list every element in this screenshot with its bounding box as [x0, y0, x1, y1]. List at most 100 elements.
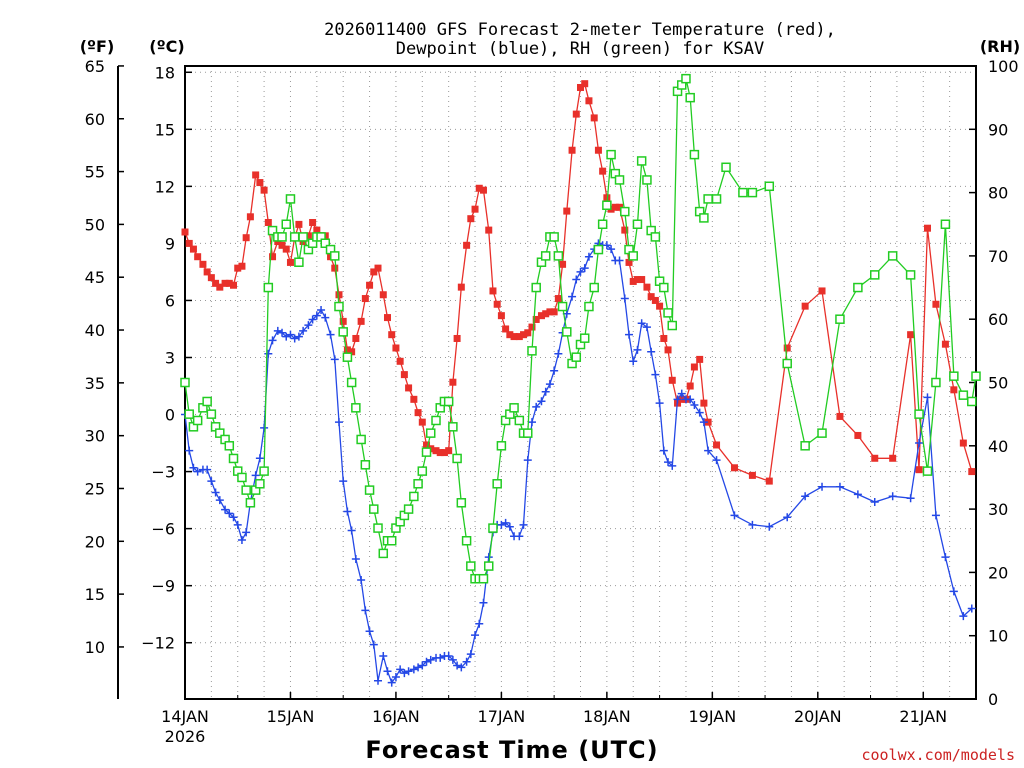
- data-point: [923, 393, 932, 402]
- data-point: [357, 575, 366, 584]
- data-point: [817, 428, 827, 438]
- data-point: [515, 333, 523, 341]
- data-point: [351, 555, 360, 564]
- celsius-tick-label: −9: [151, 577, 175, 596]
- rh-tick-label: 70: [988, 247, 1008, 266]
- data-point: [659, 446, 668, 455]
- data-point: [313, 226, 321, 234]
- data-point: [571, 352, 582, 362]
- data-point: [251, 471, 260, 480]
- data-point: [453, 661, 462, 670]
- data-point: [713, 441, 721, 449]
- data-point: [184, 409, 194, 419]
- data-point: [309, 218, 317, 226]
- data-point: [553, 251, 564, 261]
- data-point: [633, 276, 641, 284]
- data-point: [479, 598, 488, 607]
- data-point: [594, 146, 602, 154]
- data-point: [457, 283, 465, 291]
- data-point: [421, 447, 432, 457]
- data-point: [282, 332, 291, 341]
- data-point: [294, 332, 303, 341]
- data-point: [475, 184, 483, 192]
- data-point: [378, 548, 389, 559]
- data-point: [264, 349, 273, 358]
- data-point: [457, 663, 466, 672]
- rh-tick-label: 100: [988, 57, 1019, 76]
- data-point: [628, 251, 638, 261]
- data-point: [295, 220, 303, 228]
- data-point: [625, 258, 633, 266]
- celsius-tick-label: 0: [165, 406, 175, 425]
- data-point: [532, 315, 540, 323]
- data-point: [233, 520, 242, 529]
- celsius-tick-label: −6: [151, 520, 175, 539]
- x-tick-label: 17JAN: [478, 707, 526, 726]
- data-point: [304, 232, 312, 240]
- data-point: [532, 402, 541, 411]
- data-point: [686, 382, 694, 390]
- data-point: [599, 167, 607, 175]
- data-point: [417, 466, 428, 476]
- data-point: [263, 282, 274, 293]
- data-point: [299, 326, 308, 335]
- data-point: [255, 479, 265, 489]
- data-point: [606, 149, 616, 160]
- data-point: [932, 300, 940, 308]
- data-point: [546, 308, 554, 316]
- data-point: [748, 520, 757, 529]
- data-point: [550, 308, 558, 316]
- x-tick-label: 18JAN: [583, 707, 631, 726]
- data-point: [267, 225, 278, 236]
- data-point: [241, 485, 251, 495]
- data-point: [940, 219, 951, 229]
- data-point: [364, 485, 375, 495]
- data-point: [352, 334, 360, 342]
- data-point: [514, 415, 525, 426]
- data-point: [467, 215, 475, 223]
- x-tick-label: 19JAN: [688, 707, 736, 726]
- data-point: [369, 640, 378, 649]
- data-point: [800, 441, 810, 451]
- data-point: [783, 344, 791, 352]
- data-point: [764, 181, 775, 192]
- data-point: [278, 241, 286, 249]
- data-point: [289, 232, 300, 242]
- data-point: [527, 346, 537, 356]
- data-point: [242, 528, 251, 537]
- data-point: [621, 226, 629, 234]
- data-point: [479, 186, 487, 194]
- data-point: [835, 482, 844, 491]
- data-point: [386, 536, 397, 546]
- data-point: [958, 390, 969, 400]
- data-point: [699, 418, 708, 427]
- data-point: [273, 326, 282, 335]
- data-point: [643, 283, 651, 291]
- data-point: [286, 258, 294, 266]
- data-point: [357, 317, 365, 325]
- data-point: [783, 513, 792, 522]
- data-point: [461, 536, 472, 546]
- data-point: [593, 244, 604, 255]
- data-point: [282, 245, 290, 253]
- data-point: [782, 358, 792, 369]
- data-point: [537, 397, 546, 406]
- rh-tick-label: 80: [988, 184, 1008, 203]
- data-point: [485, 226, 493, 234]
- data-point: [704, 418, 712, 426]
- data-point: [225, 279, 233, 287]
- data-point: [448, 655, 457, 664]
- fahrenheit-tick-label: 60: [85, 110, 105, 129]
- data-point: [492, 479, 502, 489]
- data-point: [656, 302, 664, 310]
- data-point: [400, 669, 409, 678]
- data-point: [237, 472, 247, 483]
- fahrenheit-tick-label: 40: [85, 321, 105, 340]
- chart-title-line2: Dewpoint (blue), RH (green) for KSAV: [396, 39, 764, 59]
- data-point: [452, 453, 462, 464]
- data-point: [568, 292, 577, 301]
- data-point: [576, 267, 585, 276]
- data-point: [689, 149, 700, 160]
- data-point: [374, 676, 383, 685]
- data-point: [690, 363, 698, 371]
